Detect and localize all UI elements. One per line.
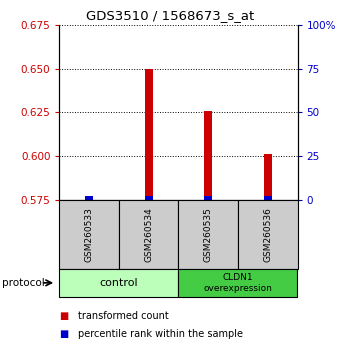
Bar	[85, 196, 93, 200]
Bar	[264, 154, 272, 200]
Text: GSM260533: GSM260533	[85, 207, 94, 262]
Text: CLDN1
overexpression: CLDN1 overexpression	[204, 273, 272, 293]
Text: transformed count: transformed count	[78, 311, 169, 321]
Text: GSM260534: GSM260534	[144, 207, 153, 262]
Bar	[264, 196, 272, 200]
Bar	[85, 198, 93, 200]
Bar	[145, 69, 153, 200]
Bar	[204, 111, 212, 200]
Text: protocol: protocol	[2, 278, 45, 288]
Bar	[204, 196, 212, 200]
Text: ■: ■	[59, 311, 69, 321]
Text: GSM260535: GSM260535	[204, 207, 213, 262]
Text: GSM260536: GSM260536	[263, 207, 272, 262]
Text: percentile rank within the sample: percentile rank within the sample	[78, 329, 243, 339]
Bar	[145, 196, 153, 200]
Text: control: control	[100, 278, 138, 288]
Text: GDS3510 / 1568673_s_at: GDS3510 / 1568673_s_at	[86, 9, 254, 22]
Text: ■: ■	[59, 329, 69, 339]
